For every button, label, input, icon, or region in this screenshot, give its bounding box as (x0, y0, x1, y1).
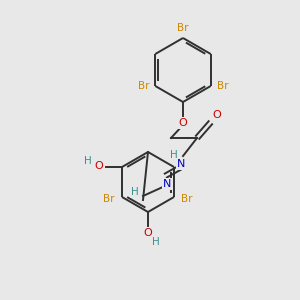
Text: Br: Br (181, 194, 193, 204)
Text: H: H (84, 156, 92, 166)
Text: Br: Br (103, 194, 115, 204)
Text: N: N (163, 179, 171, 189)
Text: O: O (144, 228, 152, 238)
Text: Br: Br (217, 81, 229, 91)
Text: Br: Br (177, 23, 189, 33)
Text: H: H (170, 150, 178, 160)
Text: Br: Br (137, 81, 149, 91)
Text: O: O (94, 161, 103, 171)
Text: H: H (152, 237, 160, 247)
Text: H: H (131, 187, 139, 197)
Text: O: O (213, 110, 221, 120)
Text: O: O (178, 118, 188, 128)
Text: N: N (177, 159, 185, 169)
